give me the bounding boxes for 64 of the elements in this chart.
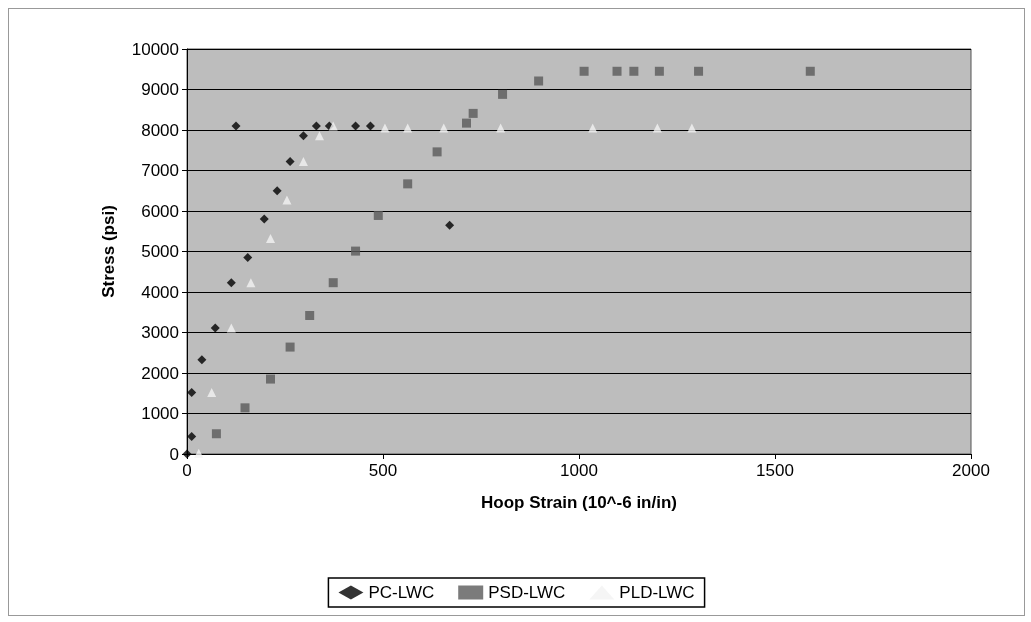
point (298, 157, 308, 167)
point (231, 121, 241, 131)
x-tick-label: 1500 (756, 461, 794, 480)
x-tick-label: 1000 (560, 461, 598, 480)
point (194, 448, 204, 458)
point (210, 323, 220, 333)
point (246, 278, 256, 288)
y-axis-title: Stress (psi) (99, 205, 118, 298)
point (266, 234, 275, 244)
legend-label: PLD-LWC (619, 583, 695, 602)
point (285, 342, 295, 352)
point (187, 387, 197, 397)
point (187, 432, 197, 442)
point (629, 66, 639, 76)
y-tick-label: 8000 (141, 120, 179, 140)
point (498, 89, 508, 99)
point (805, 66, 815, 76)
point (445, 220, 455, 230)
x-tick-label: 2000 (952, 461, 990, 480)
point (272, 186, 282, 196)
point (579, 66, 589, 76)
legend-label: PC-LWC (368, 583, 435, 602)
y-tick-label: 7000 (141, 161, 179, 180)
point (305, 310, 315, 320)
point (197, 355, 207, 365)
point (462, 118, 471, 128)
point (612, 66, 622, 76)
y-tick-label: 9000 (141, 80, 179, 99)
point (534, 76, 544, 86)
point (315, 131, 324, 141)
point (694, 66, 704, 76)
point (259, 214, 269, 224)
point (285, 157, 295, 167)
y-tick-label: 6000 (141, 201, 179, 221)
x-tick-label: 0 (182, 461, 192, 480)
point (403, 179, 413, 189)
y-tick-label: 0 (169, 444, 179, 464)
point (207, 387, 217, 397)
point (432, 147, 442, 157)
point (365, 121, 375, 131)
point (282, 195, 292, 205)
x-axis-title: Hoop Strain (10^-6 in/in) (481, 493, 677, 512)
point (351, 121, 361, 131)
y-tick-label: 5000 (141, 242, 179, 261)
point (226, 278, 236, 288)
point (468, 108, 478, 118)
point (311, 121, 321, 131)
point (373, 210, 383, 220)
y-tick-label: 1000 (141, 404, 179, 423)
point (328, 278, 338, 288)
point (211, 429, 221, 439)
point (298, 131, 308, 141)
point (226, 323, 236, 333)
point (243, 253, 253, 263)
x-tick-label: 500 (368, 461, 398, 480)
point (266, 374, 275, 384)
y-tick-label: 2000 (141, 363, 179, 383)
y-tick-label: 10000 (131, 39, 179, 59)
point (654, 66, 664, 76)
point (351, 246, 361, 256)
legend-label: PSD-LWC (488, 583, 566, 602)
point (240, 403, 250, 413)
y-tick-label: 3000 (141, 323, 179, 342)
y-tick-label: 4000 (141, 282, 179, 302)
